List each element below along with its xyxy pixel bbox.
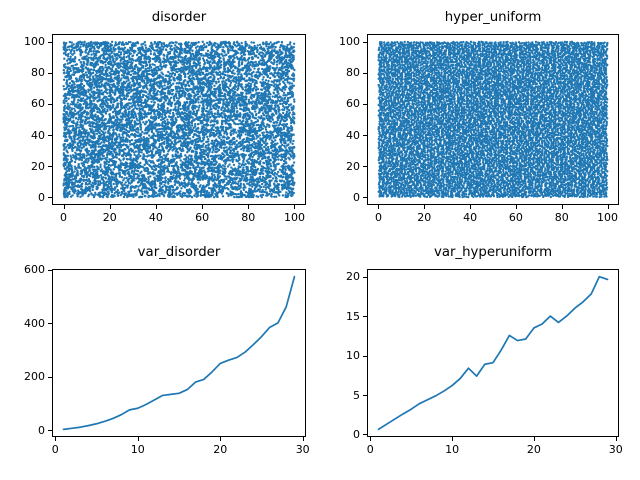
hyper-uniform-scatter-canvas <box>367 34 619 205</box>
tick-label: 20 <box>526 443 541 456</box>
tick-mark <box>48 134 52 136</box>
tick-label: 60 <box>508 211 523 224</box>
tick-mark <box>363 41 367 43</box>
tick-label: 20 <box>31 159 45 173</box>
tick-mark <box>247 205 249 209</box>
tick-label: 0 <box>366 443 374 456</box>
tick-mark <box>369 437 371 441</box>
tick-label: 20 <box>102 211 117 224</box>
tick-label: 40 <box>463 211 478 224</box>
tick-mark <box>54 437 56 441</box>
disorder-scatter-canvas <box>52 34 306 205</box>
tick-mark <box>48 196 52 198</box>
tick-label: 100 <box>283 211 305 224</box>
tick-mark <box>363 103 367 105</box>
tick-mark <box>423 205 425 209</box>
tick-mark <box>363 196 367 198</box>
tick-mark <box>515 205 517 209</box>
tick-label: 600 <box>24 263 45 277</box>
tick-mark <box>302 437 304 441</box>
subplot-disorder-title: disorder <box>151 10 207 25</box>
tick-mark <box>48 429 52 431</box>
tick-mark <box>48 72 52 74</box>
tick-mark <box>363 315 367 317</box>
tick-label: 80 <box>241 211 256 224</box>
tick-mark <box>363 276 367 278</box>
tick-mark <box>219 437 221 441</box>
tick-mark <box>363 355 367 357</box>
tick-mark <box>363 433 367 435</box>
tick-label: 10 <box>445 443 460 456</box>
tick-mark <box>109 205 111 209</box>
tick-label: 40 <box>31 128 45 142</box>
tick-label: 0 <box>374 211 382 224</box>
tick-mark <box>201 205 203 209</box>
tick-mark <box>363 394 367 396</box>
var-disorder-line-canvas <box>52 269 306 437</box>
tick-label: 20 <box>346 159 360 173</box>
tick-label: 40 <box>148 211 163 224</box>
tick-label: 80 <box>346 66 360 80</box>
subplot-hyper-uniform-title: hyper_uniform <box>444 10 542 25</box>
tick-label: 5 <box>353 388 360 402</box>
tick-label: 100 <box>24 35 45 49</box>
tick-label: 20 <box>213 443 228 456</box>
subplot-disorder-plot-area <box>52 34 306 205</box>
tick-mark <box>137 437 139 441</box>
tick-mark <box>451 437 453 441</box>
tick-mark <box>561 205 563 209</box>
tick-label: 0 <box>38 190 45 204</box>
tick-label: 0 <box>38 423 45 437</box>
tick-label: 60 <box>31 97 45 111</box>
tick-label: 0 <box>353 427 360 441</box>
tick-label: 30 <box>608 443 623 456</box>
tick-label: 10 <box>346 349 360 363</box>
tick-label: 20 <box>417 211 432 224</box>
subplot-var-disorder-plot-area <box>52 269 306 437</box>
tick-label: 80 <box>31 66 45 80</box>
tick-mark <box>155 205 157 209</box>
tick-mark <box>469 205 471 209</box>
tick-mark <box>48 269 52 271</box>
tick-mark <box>48 322 52 324</box>
subplot-var-hyperuniform-title: var_hyperuniform <box>433 245 553 260</box>
var-hyperuniform-line-canvas <box>367 269 619 437</box>
tick-label: 0 <box>60 211 68 224</box>
tick-mark <box>363 72 367 74</box>
tick-mark <box>363 134 367 136</box>
tick-label: 400 <box>24 316 45 330</box>
subplot-var-disorder-title: var_disorder <box>137 245 221 260</box>
tick-label: 100 <box>597 211 619 224</box>
tick-mark <box>63 205 65 209</box>
tick-label: 100 <box>339 35 360 49</box>
tick-label: 200 <box>24 370 45 384</box>
tick-mark <box>48 103 52 105</box>
tick-mark <box>48 165 52 167</box>
tick-label: 80 <box>554 211 569 224</box>
tick-label: 0 <box>353 190 360 204</box>
tick-mark <box>48 41 52 43</box>
tick-label: 20 <box>346 270 360 284</box>
tick-label: 15 <box>346 309 360 323</box>
tick-label: 30 <box>295 443 310 456</box>
tick-mark <box>363 165 367 167</box>
tick-label: 60 <box>195 211 210 224</box>
tick-mark <box>48 376 52 378</box>
tick-label: 0 <box>51 443 59 456</box>
tick-mark <box>615 437 617 441</box>
tick-label: 60 <box>346 97 360 111</box>
tick-mark <box>607 205 609 209</box>
tick-mark <box>533 437 535 441</box>
subplot-hyper-uniform-plot-area <box>367 34 619 205</box>
subplot-var-hyperuniform-plot-area <box>367 269 619 437</box>
tick-label: 10 <box>130 443 145 456</box>
tick-mark <box>377 205 379 209</box>
tick-mark <box>293 205 295 209</box>
tick-label: 40 <box>346 128 360 142</box>
